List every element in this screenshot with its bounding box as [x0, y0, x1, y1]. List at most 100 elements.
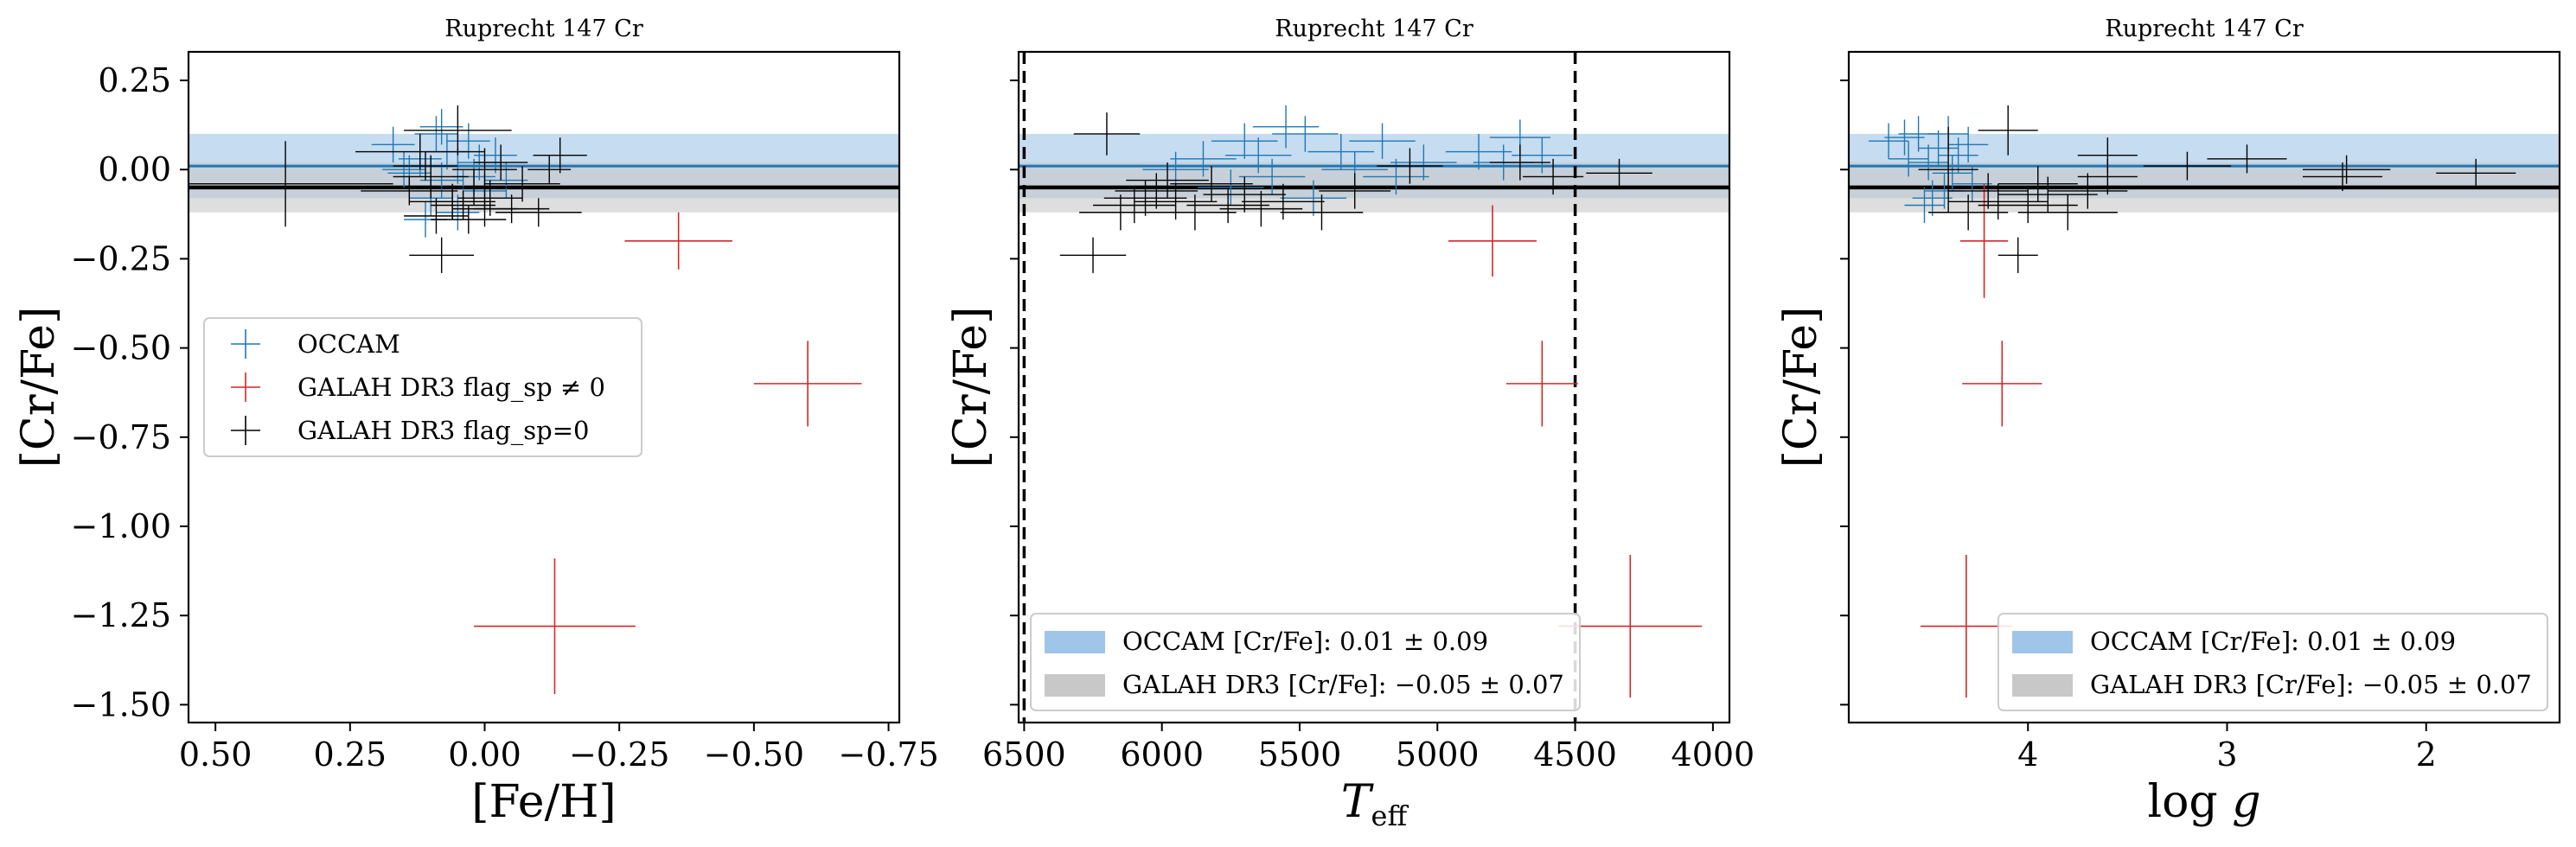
- galah_flag-legend-marker: [231, 373, 260, 402]
- galah_good-point: [1978, 105, 2038, 156]
- galah_flag-point: [1962, 341, 2042, 427]
- occam-point: [1952, 166, 1992, 202]
- y-axis-label: [Cr/Fe]: [13, 307, 65, 468]
- galah_good-point: [393, 151, 458, 181]
- x-tick-label: 0.25: [314, 736, 387, 774]
- legend-box: [203, 317, 642, 457]
- galah_good-point: [1998, 176, 2098, 213]
- plot-area: [189, 105, 899, 694]
- galah_good-point: [527, 155, 572, 184]
- x-tick-label: 4: [2017, 736, 2038, 774]
- occam-point: [1884, 119, 1925, 156]
- galah_good-point: [1134, 183, 1218, 220]
- galah_good-point: [1242, 183, 1325, 220]
- galah_good-point: [1079, 194, 1162, 231]
- occam-point: [1252, 105, 1320, 149]
- occam-point: [1904, 187, 1945, 224]
- panel-title: Ruprecht 147 Cr: [444, 16, 643, 42]
- y-tick-label: −1.25: [71, 596, 171, 634]
- occam-point: [1363, 158, 1429, 195]
- galah_flag-point: [753, 341, 862, 427]
- galah_good-point: [361, 176, 458, 206]
- occam-point: [436, 194, 480, 231]
- galah_good-point: [1918, 126, 1978, 213]
- occam-point: [1272, 116, 1339, 152]
- occam-point: [1224, 137, 1292, 174]
- galah_good-point: [474, 144, 528, 181]
- galah_good-point: [1186, 187, 1269, 224]
- x-tick-label: 0.50: [179, 736, 252, 774]
- galah_good-point: [495, 198, 582, 227]
- occam-point: [1170, 141, 1237, 177]
- y-tick-label: −0.75: [71, 418, 171, 456]
- galah_good-point: [484, 166, 560, 202]
- galah_good-point: [1203, 176, 1287, 213]
- x-tick-label: 5000: [1396, 736, 1480, 774]
- x-axis-label: log g: [2147, 776, 2260, 828]
- x-tick-label: 4000: [1672, 736, 1755, 774]
- x-tick-label: 2: [2416, 736, 2437, 774]
- plot-frame: [1847, 50, 2561, 724]
- galah_good-point: [2143, 151, 2232, 181]
- galah_good-legend-marker: [231, 416, 260, 445]
- panel-teff: 6500 6000 5500 5000 4500 4000 Ruprecht 147 Cr […: [945, 16, 1755, 832]
- galah_good-point: [533, 137, 587, 174]
- galah_good-point: [1115, 173, 1199, 209]
- x-tick-label: −0.25: [569, 736, 669, 774]
- galah_good-point: [2077, 137, 2138, 174]
- y-axis-label: [Cr/Fe]: [1775, 307, 1827, 468]
- occam-point: [1280, 180, 1347, 216]
- galah_good-point: [1978, 187, 2078, 224]
- galah_good-point: [1154, 194, 1237, 231]
- galah_good-point: [1170, 166, 1253, 202]
- x-tick-label: −0.50: [704, 736, 804, 774]
- x-axis-label-italic: g: [2232, 776, 2260, 828]
- occam-point: [419, 162, 463, 199]
- x-tick-label: 3: [2216, 736, 2237, 774]
- legend-box: [1030, 613, 1581, 711]
- galah_good-point: [1998, 166, 2078, 202]
- occam-point: [1445, 133, 1512, 170]
- occam-point: [484, 162, 528, 199]
- y-tick-label: −1.00: [71, 507, 171, 545]
- galah_flag-point: [1959, 183, 2009, 298]
- galah_flag-point: [1558, 555, 1703, 698]
- occam-legend-swatch: [2012, 631, 2073, 653]
- occam-point: [1908, 144, 1949, 181]
- galah_good-point: [2436, 158, 2516, 188]
- occam-point: [1918, 130, 1959, 167]
- panel-logg: 4 3 2 Ruprecht 147 Cr [Cr/Fe] log g OCCAM [Cr/…: [1775, 16, 2561, 828]
- legend-label: OCCAM [Cr/Fe]: 0.01 ± 0.09: [1122, 627, 1488, 656]
- occam-point: [1142, 151, 1209, 188]
- galah_good-point: [409, 183, 495, 220]
- plot-frame: [187, 50, 901, 724]
- galah_good-point: [2048, 173, 2128, 209]
- x-axis-label: Teff: [1341, 776, 1409, 832]
- galah_good-point: [1948, 173, 2029, 209]
- galah_flag-point: [624, 212, 732, 270]
- occam-point: [474, 137, 517, 174]
- galah_good-point: [1489, 144, 1550, 181]
- galah_good-point: [1948, 183, 2049, 220]
- x-tick-label: 6500: [982, 736, 1066, 774]
- x-axis-label: [Fe/H]: [471, 776, 616, 828]
- galah_good-point: [1377, 148, 1443, 184]
- x-axis-label-sub: eff: [1371, 799, 1409, 832]
- plot-area: [1849, 105, 2560, 698]
- galah-legend-swatch: [1045, 674, 1105, 697]
- y-tick-label: 0.25: [98, 61, 171, 99]
- legend-label: OCCAM: [297, 329, 400, 359]
- galah_good-point: [1280, 194, 1364, 231]
- occam-point: [382, 151, 425, 188]
- occam-legend-swatch: [1045, 631, 1105, 653]
- galah_good-point: [355, 133, 485, 170]
- occam-point: [1932, 155, 1972, 191]
- galah_good-point: [1928, 194, 2009, 231]
- occam-point: [1349, 123, 1416, 159]
- x-tick-label: 0.00: [448, 736, 521, 774]
- y-tick-label: −1.50: [71, 685, 171, 723]
- galah_good-point: [1073, 112, 1141, 156]
- panel-feh: 0.50 0.25 0.00 −0.25 −0.50 −0.75 0.25 0.00 −0.25…: [13, 16, 939, 828]
- legend-label: GALAH DR3 [Cr/Fe]: −0.05 ± 0.07: [2090, 670, 2532, 699]
